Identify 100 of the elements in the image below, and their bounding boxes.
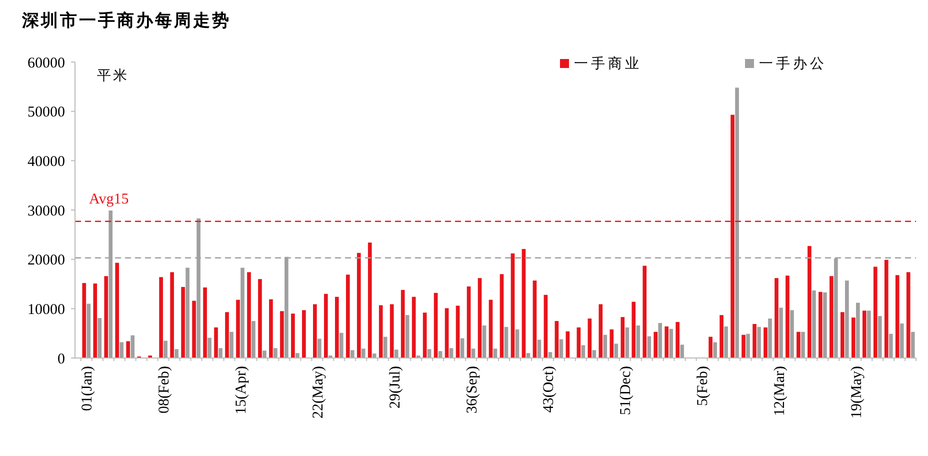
bar (873, 266, 878, 358)
bar (812, 290, 816, 358)
bar (115, 262, 120, 358)
bar (680, 344, 684, 358)
bar (632, 302, 636, 358)
bar (247, 272, 251, 358)
bar (203, 287, 207, 358)
y-tick-label: 40000 (28, 154, 65, 170)
x-tick-label: 36(Sep) (464, 366, 480, 414)
bar (324, 294, 328, 358)
bar (356, 252, 361, 358)
x-tick-label: 08(Feb) (156, 366, 173, 414)
bar (126, 341, 130, 358)
bar (866, 310, 871, 358)
bar (412, 296, 416, 358)
bar (537, 340, 542, 358)
x-tick-label: 12(Mar) (772, 366, 788, 416)
bar (240, 268, 244, 358)
bar (93, 284, 98, 358)
bar (334, 296, 339, 358)
bar (862, 310, 866, 358)
y-tick-label: 60000 (28, 55, 65, 72)
bar (372, 354, 376, 358)
y-tick-label: 10000 (28, 302, 65, 318)
legend-label: 一手办公 (759, 56, 827, 72)
y-tick-label: 20000 (28, 252, 65, 269)
bar (478, 278, 482, 358)
bar (500, 274, 504, 358)
bar (488, 300, 493, 358)
bar (786, 276, 790, 358)
bar (236, 300, 240, 358)
bar (840, 312, 844, 358)
bar (664, 326, 669, 358)
bar (724, 326, 728, 358)
bar (383, 336, 388, 358)
bar (658, 322, 662, 358)
bar (620, 317, 625, 358)
bar (269, 299, 273, 358)
bar (779, 308, 783, 358)
x-tick-label: 29(Jul) (387, 366, 404, 408)
bar (757, 326, 761, 358)
bar (400, 290, 405, 358)
bar (252, 321, 256, 358)
y-axis-title: 平米 (97, 68, 129, 84)
ref-line-label: Avg15 (89, 191, 129, 208)
y-tick-label: 30000 (28, 203, 65, 220)
bar (768, 318, 772, 358)
bar (291, 314, 295, 358)
bar (614, 344, 618, 358)
bar (532, 280, 537, 358)
bar (603, 334, 608, 358)
bar (296, 353, 300, 358)
bar (86, 304, 91, 358)
bar (181, 286, 185, 358)
bar (910, 332, 915, 358)
bar (302, 310, 306, 358)
bar (208, 338, 212, 358)
x-tick-label: 19(May) (848, 366, 865, 418)
x-tick-label: 15(Apr) (233, 366, 250, 414)
bar (746, 334, 750, 358)
bar (394, 350, 398, 358)
bar (818, 292, 822, 358)
bar (642, 266, 647, 358)
bar (544, 294, 548, 358)
bar (218, 348, 222, 358)
bar (801, 332, 805, 358)
bar (576, 327, 581, 358)
bar (598, 304, 603, 358)
bar (845, 280, 849, 358)
bar (339, 332, 344, 358)
bar (378, 305, 383, 358)
bar (610, 329, 614, 358)
bar (713, 342, 717, 358)
bar (368, 242, 372, 358)
bar (170, 272, 174, 358)
bar (676, 322, 680, 358)
bar (823, 292, 827, 358)
bar (588, 318, 592, 358)
bar (647, 336, 652, 358)
bar (466, 286, 471, 358)
bar (708, 336, 712, 358)
bar (120, 342, 124, 358)
x-tick-label: 01(Jan) (80, 366, 96, 411)
bar (669, 328, 673, 358)
bar (456, 306, 460, 358)
bar (796, 332, 800, 358)
bar (895, 275, 900, 358)
bar (346, 274, 350, 358)
bar (522, 248, 526, 358)
bar (884, 260, 888, 358)
bar (900, 323, 904, 358)
bar (82, 283, 86, 358)
chart-title: 深圳市一手商办每周走势 (21, 11, 231, 30)
bar (774, 278, 778, 358)
bar (159, 277, 163, 358)
bar (444, 308, 449, 358)
bar (225, 312, 229, 358)
y-tick-label: 0 (58, 351, 65, 368)
bar (280, 311, 284, 358)
bar (482, 325, 486, 358)
